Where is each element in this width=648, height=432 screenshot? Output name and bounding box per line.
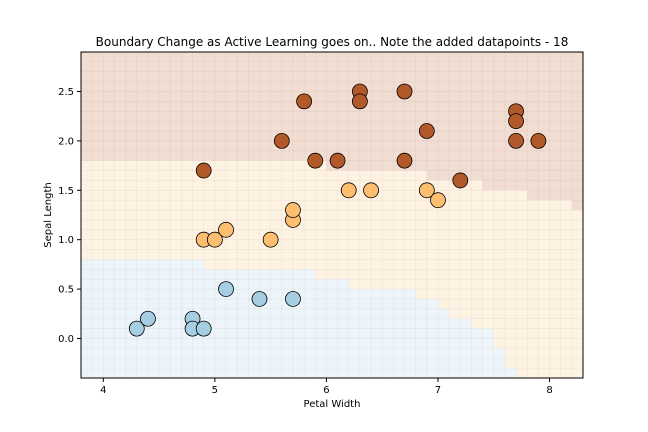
x-tick-label: 8 xyxy=(546,385,552,396)
y-tick-label: 2.0 xyxy=(58,136,74,147)
x-tick-label: 5 xyxy=(212,385,218,396)
point-class-1 xyxy=(430,192,446,209)
point-class-0 xyxy=(251,291,268,307)
point-class-0 xyxy=(285,291,301,307)
point-class-0 xyxy=(140,310,156,327)
y-tick-label: 2.5 xyxy=(58,87,74,98)
point-class-2 xyxy=(296,93,313,110)
y-tick-label: 1.0 xyxy=(58,235,74,246)
point-class-1 xyxy=(218,221,234,238)
point-class-1 xyxy=(285,202,301,218)
point-class-2 xyxy=(508,113,524,130)
point-class-2 xyxy=(452,172,469,189)
data-points xyxy=(128,83,547,337)
point-class-1 xyxy=(340,182,357,199)
point-class-2 xyxy=(195,162,212,179)
point-class-0 xyxy=(218,281,234,297)
point-class-2 xyxy=(307,152,324,169)
point-class-2 xyxy=(418,123,435,139)
point-class-2 xyxy=(273,133,290,149)
x-tick-label: 7 xyxy=(435,385,441,396)
point-class-1 xyxy=(363,182,379,199)
point-class-2 xyxy=(508,133,524,149)
x-tick-label: 4 xyxy=(100,385,106,396)
x-tick-label: 6 xyxy=(323,385,329,396)
point-class-2 xyxy=(396,83,413,100)
y-tick-label: 0.5 xyxy=(58,285,74,296)
decision-regions xyxy=(81,52,583,378)
point-class-2 xyxy=(530,133,547,149)
chart-title: Boundary Change as Active Learning goes … xyxy=(96,35,569,49)
point-class-1 xyxy=(206,231,223,248)
plot-frame xyxy=(80,51,584,379)
y-tick-label: 1.5 xyxy=(58,186,74,197)
y-axis-label: Sepal Length xyxy=(43,182,54,247)
mesh-grid xyxy=(81,52,583,378)
point-class-1 xyxy=(262,231,279,248)
point-class-0 xyxy=(195,320,212,337)
y-tick-label: 0.0 xyxy=(58,334,74,345)
x-axis-label: Petal Width xyxy=(304,399,361,410)
point-class-2 xyxy=(351,93,368,110)
point-class-2 xyxy=(329,152,346,169)
point-class-0 xyxy=(128,320,145,337)
region-class-2 xyxy=(81,52,583,211)
point-class-2 xyxy=(396,152,413,169)
y-axis: 0.0 0.5 1.0 1.5 2.0 2.5 xyxy=(58,87,81,345)
point-class-1 xyxy=(418,182,435,199)
x-axis: 4 5 6 7 8 xyxy=(100,378,553,396)
